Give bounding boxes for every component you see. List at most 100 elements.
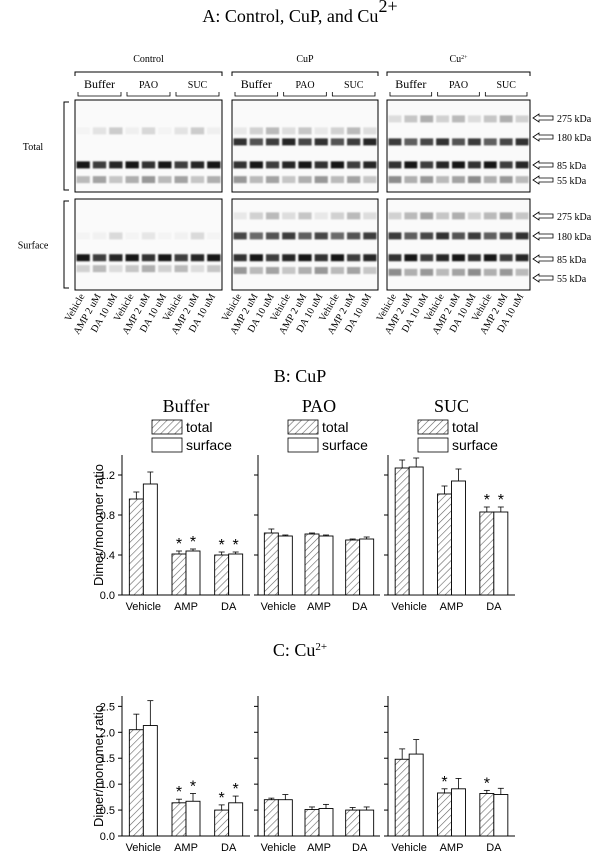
blot-band <box>158 254 172 262</box>
blot-band <box>76 254 90 262</box>
bar <box>345 539 361 596</box>
panel-title: Control <box>133 54 164 65</box>
x-tick-label: Vehicle <box>261 601 296 613</box>
y-axis-label: Dimer/monomer ratio <box>91 464 106 586</box>
significance-mark: * <box>233 537 239 554</box>
blot-band <box>499 254 513 262</box>
blot-band <box>347 232 361 240</box>
x-tick-label: Vehicle <box>391 842 426 854</box>
blot-band <box>174 161 188 169</box>
error-bar <box>349 807 356 811</box>
section-title-sup: 2+ <box>315 641 327 653</box>
blot-band <box>483 161 497 169</box>
error-bar <box>455 778 462 789</box>
blot-band <box>499 212 513 220</box>
blot-band <box>125 127 139 135</box>
blot-band <box>233 266 247 274</box>
significance-mark: * <box>190 534 196 551</box>
blot-band <box>190 161 205 169</box>
x-tick-label: AMP <box>440 842 464 854</box>
error-bar <box>282 534 289 536</box>
bar <box>394 467 410 596</box>
blot-band <box>109 265 123 273</box>
marker-label: 85 kDa <box>557 161 587 172</box>
x-tick-label: Vehicle <box>126 601 161 613</box>
blot-band <box>282 212 296 220</box>
error-bar <box>147 700 154 726</box>
blot-band <box>404 138 418 146</box>
blot-band <box>233 254 247 262</box>
significance-mark: * <box>484 492 490 509</box>
blot-band <box>249 127 263 135</box>
significance-mark: * <box>176 784 182 801</box>
legend-label: total <box>186 419 212 435</box>
row-bracket <box>63 200 69 289</box>
blot-band <box>515 268 529 276</box>
blot-band <box>92 232 107 240</box>
blot-band <box>347 212 361 220</box>
bar <box>359 538 375 596</box>
blot-band <box>388 268 402 276</box>
y-axis-label: Dimer/monomer ratio <box>91 705 106 827</box>
group-label: SUC <box>496 80 516 91</box>
legend-label: total <box>452 419 478 435</box>
blot-band <box>330 232 345 240</box>
blot-band <box>190 265 205 273</box>
group-label: SUC <box>188 80 208 91</box>
y-tick-label: 0.5 <box>100 805 115 817</box>
x-tick-label: DA <box>486 842 502 854</box>
error-bar <box>349 538 356 540</box>
blot-band <box>452 268 465 276</box>
panel-bracket <box>231 71 379 76</box>
blot-band <box>125 161 139 169</box>
error-bar <box>232 795 239 803</box>
bar <box>318 808 334 837</box>
significance-mark: * <box>219 537 225 554</box>
bar <box>277 535 293 596</box>
x-tick-label: AMP <box>174 842 198 854</box>
blot-band <box>483 138 497 146</box>
significance-mark: * <box>441 774 447 791</box>
blot-band <box>158 176 172 184</box>
significance-mark: * <box>219 790 225 807</box>
blot-band <box>404 212 418 220</box>
blot-band <box>314 138 328 146</box>
blot-band <box>314 176 328 184</box>
y-tick-label: 0.0 <box>100 590 115 602</box>
marker-label: 85 kDa <box>557 255 587 266</box>
bar <box>185 800 201 837</box>
blot-band <box>330 266 345 274</box>
marker-label: 275 kDa <box>557 212 592 223</box>
blot-band <box>330 138 345 146</box>
blot-band <box>314 161 328 169</box>
chart-subtitle: SUC <box>434 396 469 416</box>
legend-label: surface <box>452 437 498 453</box>
figure-title: A: Control, CuP, and Cu2+ <box>202 0 397 26</box>
y-tick-label: 0.0 <box>100 831 115 843</box>
blot-band <box>420 115 434 123</box>
panel-title-main: CuP <box>296 54 314 65</box>
blot-band <box>76 232 90 240</box>
y-tick-label: 2.0 <box>100 727 115 739</box>
blot-band <box>190 254 205 262</box>
blot-band <box>174 254 188 262</box>
blot-band <box>233 212 247 220</box>
blot-band <box>314 127 328 135</box>
panel-title: CuP <box>296 54 314 65</box>
blot-band <box>452 254 465 262</box>
error-bar <box>323 803 329 809</box>
blot-band <box>92 265 107 273</box>
bar <box>479 511 495 596</box>
blot-band <box>207 232 221 240</box>
blot-band <box>388 232 402 240</box>
bar <box>437 493 452 596</box>
error-bar <box>176 798 182 803</box>
blot-band <box>388 161 402 169</box>
bar <box>228 553 244 596</box>
row-label: Total <box>23 142 44 153</box>
blot-band <box>452 115 465 123</box>
marker-label: 275 kDa <box>557 114 592 125</box>
group-bracket <box>331 92 376 97</box>
x-tick-label: DA <box>221 601 237 613</box>
blot-band <box>363 127 377 135</box>
